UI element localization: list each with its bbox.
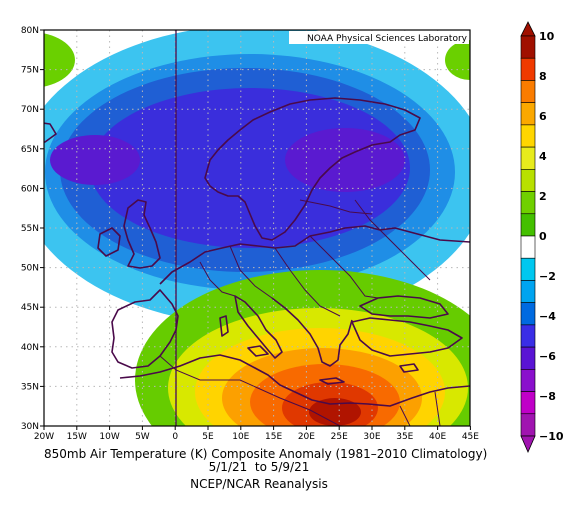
colorbar-tick-label: 6 bbox=[539, 110, 547, 123]
lat-tick-label: 30N bbox=[21, 422, 39, 432]
crete-coast bbox=[319, 377, 345, 385]
colorbar-tick-label: 2 bbox=[539, 190, 547, 203]
sardinia-coast bbox=[219, 315, 229, 337]
colorbar-swatch bbox=[520, 257, 536, 281]
britain-coast bbox=[123, 199, 161, 269]
sicily-coast bbox=[247, 345, 269, 357]
border-line bbox=[199, 261, 236, 297]
graticule bbox=[44, 30, 470, 426]
lon-tick-label: 30E bbox=[363, 432, 380, 442]
cold-anomaly-core bbox=[285, 128, 405, 192]
colorbar-swatch bbox=[520, 146, 536, 170]
lon-tick-label: 20E bbox=[298, 432, 315, 442]
credit-box bbox=[289, 31, 469, 44]
border-line bbox=[299, 199, 373, 215]
caption-dates: 5/1/21 to 5/9/21 bbox=[208, 460, 310, 474]
lat-tick-label: 40N bbox=[21, 343, 39, 353]
caption-source: NCEP/NCAR Reanalysis bbox=[190, 477, 328, 491]
colorbar-swatch bbox=[520, 302, 536, 326]
colorbar-swatch bbox=[520, 346, 536, 370]
lon-tick-label: 15W bbox=[67, 432, 87, 442]
colorbar-swatch bbox=[520, 413, 536, 437]
lat-tick-label: 80N bbox=[21, 26, 39, 36]
border-line bbox=[309, 235, 379, 299]
anomaly-field bbox=[44, 30, 470, 426]
colorbar: 10 8 6 4 2 0 −2 −4 −6 −8 −10 bbox=[520, 21, 564, 453]
lon-tick-label: 15E bbox=[265, 432, 282, 442]
border-line bbox=[399, 405, 411, 426]
colorbar-swatch bbox=[520, 369, 536, 392]
colorbar-max-arrow bbox=[520, 21, 536, 37]
lon-tick-label: 45E bbox=[462, 432, 479, 442]
cold-anomaly-zone bbox=[90, 88, 410, 248]
colorbar-tick-label: −8 bbox=[539, 390, 556, 403]
credit-label: NOAA Physical Sciences Laboratory bbox=[307, 34, 468, 44]
lat-tick-label: 60N bbox=[21, 184, 39, 194]
cold-anomaly-core bbox=[50, 135, 140, 185]
map-plot-area: NOAA Physical Sciences Laboratory bbox=[43, 29, 471, 427]
colorbar-swatch bbox=[520, 57, 536, 81]
colorbar-swatch bbox=[520, 235, 536, 259]
colorbar-tick-label: 8 bbox=[539, 70, 547, 83]
lat-tick-label: 75N bbox=[21, 66, 39, 76]
lon-tick-label: 20W bbox=[34, 432, 54, 442]
colorbar-swatch bbox=[520, 191, 536, 215]
colorbar-tick-label: −4 bbox=[539, 310, 556, 323]
colorbar-tick-label: 10 bbox=[539, 30, 555, 43]
lon-tick-label: 5E bbox=[202, 432, 214, 442]
latitude-axis: 30N 35N 40N 45N 50N 55N 60N 65N 70N 75N 80N bbox=[21, 26, 44, 432]
lat-tick-label: 70N bbox=[21, 105, 39, 115]
lat-tick-label: 35N bbox=[21, 382, 39, 392]
lon-tick-label: 10E bbox=[232, 432, 249, 442]
colorbar-min-arrow bbox=[520, 435, 536, 453]
colorbar-tick-label: −6 bbox=[539, 350, 556, 363]
iberia-coast bbox=[111, 289, 179, 369]
iceland-coast bbox=[44, 122, 57, 143]
lat-tick-label: 55N bbox=[21, 224, 39, 234]
lat-tick-label: 65N bbox=[21, 145, 39, 155]
border-line bbox=[434, 391, 441, 426]
lon-tick-label: 35E bbox=[396, 432, 413, 442]
border-line bbox=[274, 247, 341, 317]
warm-anomaly-zone bbox=[44, 33, 75, 87]
warm-anomaly-core bbox=[309, 398, 361, 426]
colorbar-swatch bbox=[520, 391, 536, 415]
caption-title: 850mb Air Temperature (K) Composite Anom… bbox=[44, 447, 488, 461]
longitude-axis: 20W 15W 10W 5W 0 5E 10E 15E 20E 25E 30E 35E 40E 45E bbox=[34, 426, 479, 442]
colorbar-swatch bbox=[520, 35, 536, 59]
lon-tick-label: 25E bbox=[331, 432, 348, 442]
colorbar-swatch bbox=[520, 124, 536, 148]
cyprus-coast bbox=[399, 363, 419, 373]
italy-coast bbox=[234, 295, 283, 359]
colorbar-tick-label: 0 bbox=[539, 230, 547, 243]
colorbar-tick-label: −10 bbox=[539, 430, 564, 443]
lon-tick-label: 0 bbox=[172, 432, 178, 442]
colorbar-swatch bbox=[520, 169, 536, 192]
lon-tick-label: 5W bbox=[135, 432, 150, 442]
border-line bbox=[229, 245, 273, 299]
lon-tick-label: 40E bbox=[429, 432, 446, 442]
black-sea-coast bbox=[359, 295, 449, 319]
lon-tick-label: 10W bbox=[99, 432, 119, 442]
lat-tick-label: 45N bbox=[21, 303, 39, 313]
colorbar-swatch bbox=[520, 80, 536, 103]
turkey-coast bbox=[351, 317, 463, 357]
north-africa-coast bbox=[119, 354, 470, 407]
colorbar-swatch bbox=[520, 324, 536, 348]
colorbar-swatch bbox=[520, 102, 536, 126]
balkans-coast bbox=[271, 297, 353, 367]
scandinavia-coast bbox=[204, 97, 421, 241]
colorbar-tick-label: −2 bbox=[539, 270, 556, 283]
coastlines bbox=[44, 97, 470, 407]
colorbar-swatch bbox=[520, 213, 536, 237]
ireland-coast bbox=[97, 227, 121, 257]
colorbar-swatch bbox=[520, 280, 536, 303]
lat-tick-label: 50N bbox=[21, 264, 39, 274]
country-borders bbox=[159, 30, 441, 426]
colorbar-tick-label: 4 bbox=[539, 150, 547, 163]
